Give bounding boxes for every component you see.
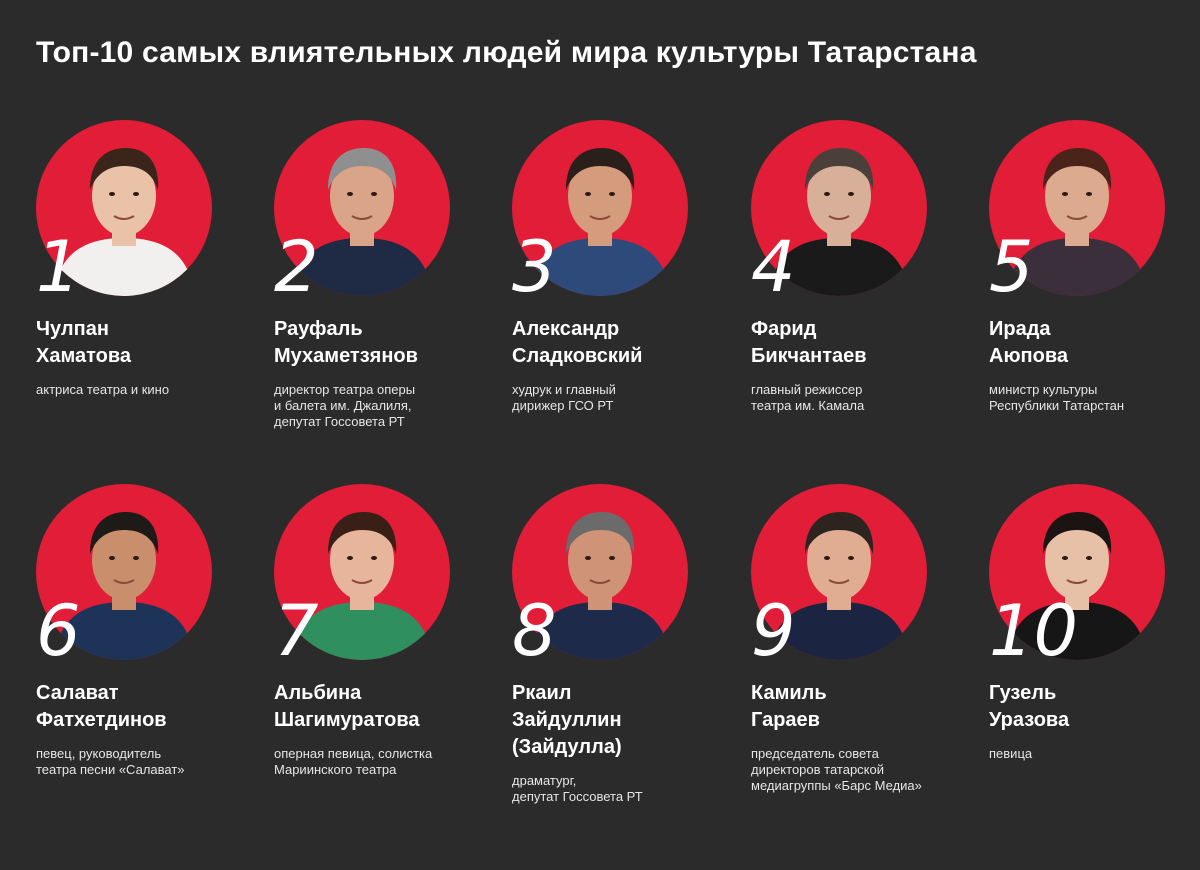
person-role: главный режиссер театра им. Камала (751, 382, 865, 413)
portrait-circle (512, 120, 688, 296)
person-portrait (292, 148, 432, 296)
person-portrait (54, 512, 194, 660)
portrait-badge: 6 (36, 484, 212, 666)
person-name: Камиль Гараев (751, 682, 827, 731)
portrait-badge: 9 (751, 484, 927, 666)
rank-number: 9 (751, 590, 796, 672)
person-card: 7 Альбина Шагимуратова оперная певица, с… (274, 484, 494, 778)
person-role: директор театра оперы и балета им. Джали… (274, 382, 416, 429)
person-card: 2 Рауфаль Мухаметзянов директор театра о… (274, 120, 494, 430)
portrait-circle (36, 120, 212, 296)
person-name: Салават Фатхетдинов (36, 682, 167, 731)
person-role: певец, руководитель театра песни «Салава… (36, 746, 185, 777)
person-card: 5 Ирада Аюпова министр культуры Республи… (989, 120, 1200, 414)
person-role: председатель совета директоров татарской… (751, 746, 922, 793)
rank-number: 3 (512, 226, 557, 308)
rank-number: 1 (36, 226, 81, 308)
person-role: актриса театра и кино (36, 382, 170, 397)
portrait-badge: 8 (512, 484, 688, 666)
person-name: Рауфаль Мухаметзянов (274, 318, 418, 367)
person-card: 8 Ркаил Зайдуллин (Зайдулла) драматург, … (512, 484, 732, 805)
portrait-circle (989, 120, 1165, 296)
rank-number: 4 (751, 226, 796, 308)
person-role: оперная певица, солистка Мариинского теа… (274, 746, 433, 777)
portrait-circle (274, 484, 450, 660)
rank-number: 2 (274, 226, 319, 308)
person-role: драматург, депутат Госсовета РТ (512, 773, 643, 804)
person-name: Фарид Бикчантаев (751, 318, 867, 367)
person-role: министр культуры Республики Татарстан (989, 382, 1125, 413)
portrait-badge: 1 (36, 120, 212, 302)
person-card: 9 Камиль Гараев председатель совета дире… (751, 484, 971, 794)
portrait-circle (36, 484, 212, 660)
person-name: Чулпан Хаматова (36, 318, 132, 367)
portrait-badge: 5 (989, 120, 1165, 302)
person-portrait (1007, 148, 1147, 296)
portrait-circle (989, 484, 1165, 660)
person-portrait (54, 148, 194, 296)
person-card: 4 Фарид Бикчантаев главный режиссер теат… (751, 120, 971, 414)
person-card: 1 Чулпан Хаматова актриса театра и кино (36, 120, 256, 398)
page-title: Топ-10 самых влиятельных людей мира куль… (36, 36, 977, 69)
person-card: 10 Гузель Уразова певица (989, 484, 1200, 762)
portrait-badge: 2 (274, 120, 450, 302)
person-portrait (530, 148, 670, 296)
rank-number: 5 (989, 226, 1034, 308)
person-portrait (769, 512, 909, 660)
rank-number: 8 (512, 590, 557, 672)
person-name: Ркаил Зайдуллин (Зайдулла) (512, 682, 622, 758)
portrait-badge: 3 (512, 120, 688, 302)
portrait-circle (751, 484, 927, 660)
rank-number: 7 (274, 590, 319, 672)
person-role: худрук и главный дирижер ГСО РТ (512, 382, 616, 413)
portrait-badge: 10 (989, 484, 1165, 666)
person-name: Гузель Уразова (989, 682, 1070, 731)
person-name: Александр Сладковский (512, 318, 643, 367)
portrait-badge: 4 (751, 120, 927, 302)
person-card: 3 Александр Сладковский худрук и главный… (512, 120, 732, 414)
portrait-circle (751, 120, 927, 296)
person-portrait (1007, 512, 1147, 660)
person-name: Ирада Аюпова (989, 318, 1068, 367)
rank-number: 6 (36, 590, 81, 672)
person-card: 6 Салават Фатхетдинов певец, руководител… (36, 484, 256, 778)
portrait-badge: 7 (274, 484, 450, 666)
person-portrait (530, 512, 670, 660)
portrait-circle (274, 120, 450, 296)
rank-number: 10 (989, 590, 1079, 672)
person-portrait (769, 148, 909, 296)
person-role: певица (989, 746, 1033, 761)
portrait-circle (512, 484, 688, 660)
person-portrait (292, 512, 432, 660)
person-name: Альбина Шагимуратова (274, 682, 420, 731)
